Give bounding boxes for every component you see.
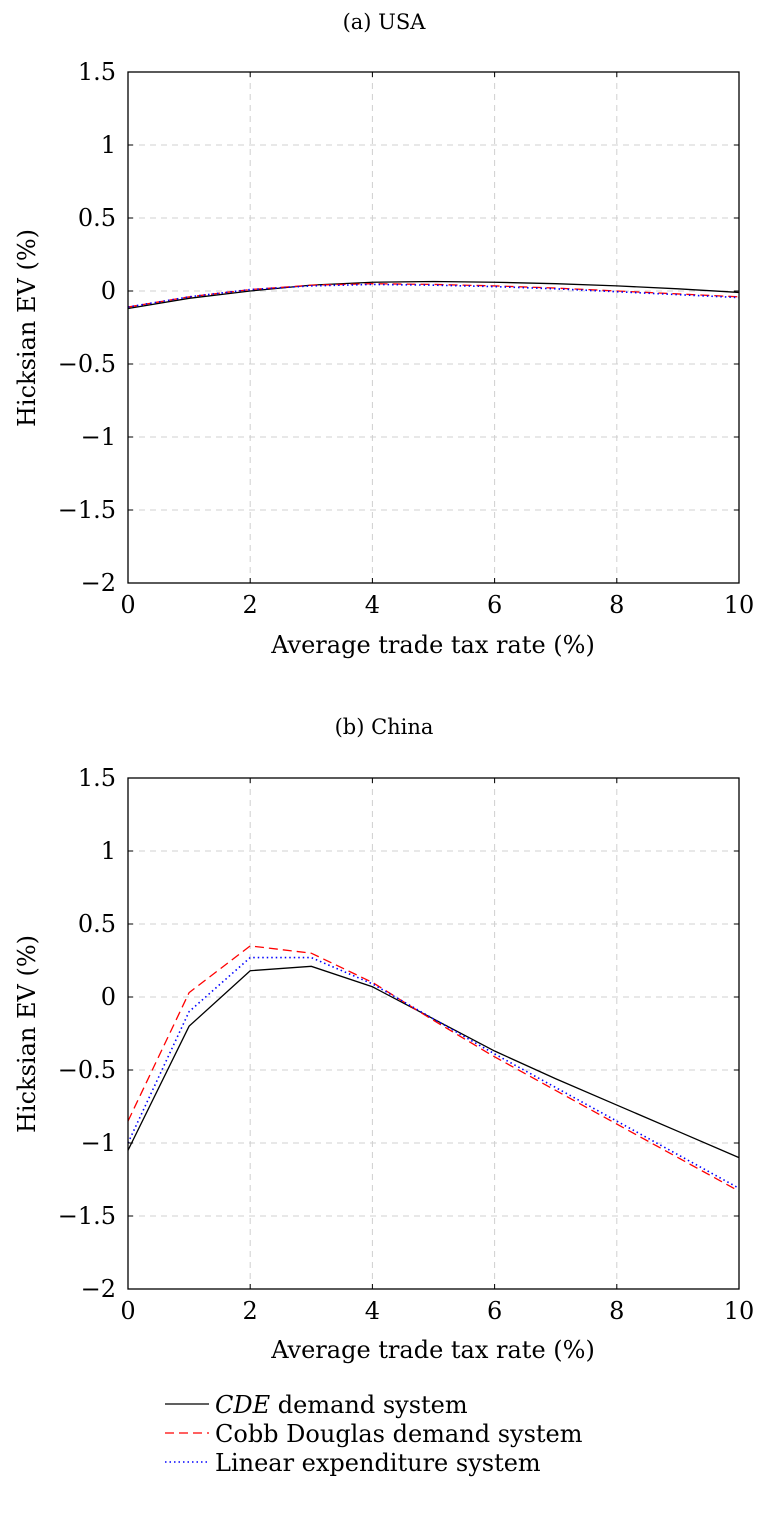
y-tick-label: 1 — [101, 131, 116, 159]
chart-title: (a) USA — [343, 10, 427, 34]
series-line — [127, 280, 740, 310]
legend-label: Cobb Douglas demand system — [215, 1420, 583, 1448]
x-tick-label: 8 — [609, 591, 624, 619]
series-line — [127, 283, 740, 308]
x-tick-label: 6 — [487, 591, 502, 619]
x-tick-label: 0 — [120, 591, 135, 619]
x-axis-label: Average trade tax rate (%) — [270, 1336, 595, 1364]
chart-usa: (a) USA 0 2 4 6 8 10 −2 −1.5 −1 −0.5 0 0.5 1 1.5 Aver… — [13, 10, 754, 659]
legend-label-text: demand system — [270, 1391, 468, 1419]
y-tick-label: −1.5 — [58, 1202, 116, 1230]
x-tick-label: 6 — [487, 1297, 502, 1325]
x-tick-label: 4 — [365, 1297, 380, 1325]
y-tick-label: −0.5 — [58, 1056, 116, 1084]
y-tick-label: −1.5 — [58, 496, 116, 524]
y-tick-label: 1.5 — [78, 58, 116, 86]
x-axis-label: Average trade tax rate (%) — [270, 631, 595, 659]
y-tick-label: 0 — [101, 983, 116, 1011]
plot-frame — [127, 777, 740, 1290]
x-tick-label: 2 — [243, 1297, 258, 1325]
chart-title: (b) China — [335, 715, 434, 739]
y-tick-label: −1 — [81, 423, 116, 451]
legend-label-emphasis: CDE — [215, 1391, 271, 1419]
series-line — [127, 283, 740, 308]
x-tick-label: 2 — [243, 591, 258, 619]
x-tick-label: 8 — [609, 1297, 624, 1325]
legend-label: CDE demand system — [215, 1391, 468, 1419]
y-tick-label: −2 — [81, 569, 116, 597]
legend-label-text: Cobb Douglas demand system — [215, 1420, 583, 1448]
y-tick-label: 1 — [101, 837, 116, 865]
y-tick-label: 0.5 — [78, 910, 116, 938]
series-line — [127, 965, 740, 1159]
y-tick-label: 0.5 — [78, 204, 116, 232]
y-axis-label: Hicksian EV (%) — [13, 229, 41, 427]
x-tick-label: 4 — [365, 591, 380, 619]
y-tick-label: −1 — [81, 1129, 116, 1157]
legend-label: Linear expenditure system — [215, 1449, 541, 1477]
y-tick-label: 1.5 — [78, 764, 116, 792]
x-tick-label: 10 — [724, 1297, 755, 1325]
y-tick-label: −0.5 — [58, 350, 116, 378]
x-tick-label: 10 — [724, 591, 755, 619]
y-tick-label: −2 — [81, 1275, 116, 1303]
series-line — [127, 945, 740, 1192]
x-tick-label: 0 — [120, 1297, 135, 1325]
y-axis-label: Hicksian EV (%) — [13, 935, 41, 1133]
plot-frame — [127, 71, 740, 584]
y-tick-label: 0 — [101, 277, 116, 305]
chart-china: (b) China 0 2 4 6 8 10 −2 −1.5 −1 −0.5 0 0.5 1 1.5 Av… — [13, 715, 754, 1364]
legend-label-text: Linear expenditure system — [215, 1449, 541, 1477]
series-line — [127, 956, 740, 1189]
